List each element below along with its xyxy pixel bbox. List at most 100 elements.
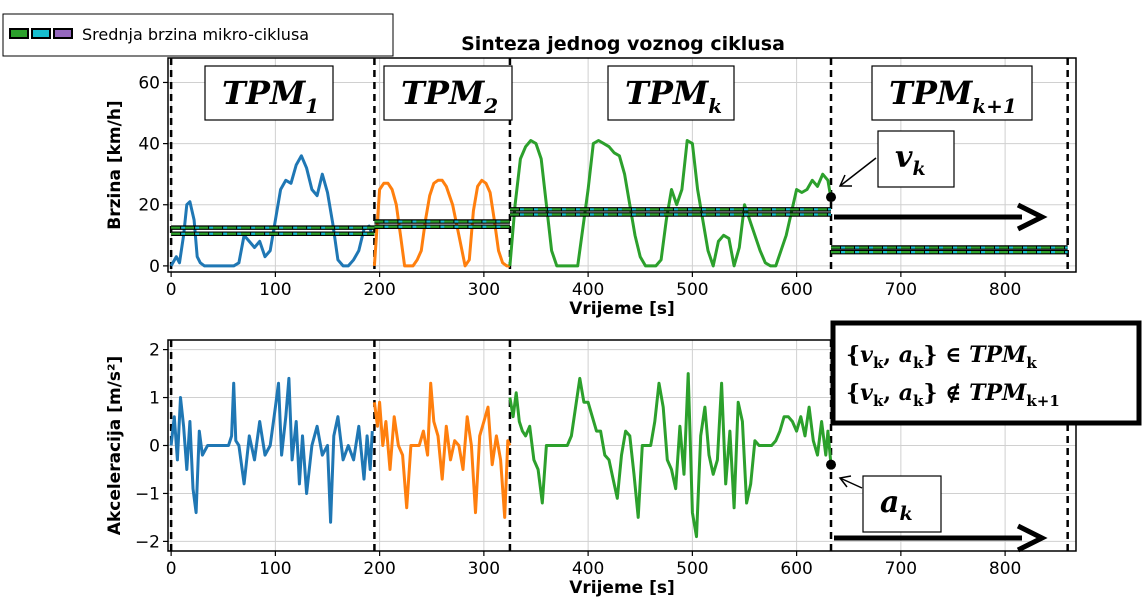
y-tick-label: 40 — [138, 135, 160, 155]
ak-label-box — [862, 475, 942, 533]
x-tick-label: 700 — [885, 559, 917, 579]
vk-pointer — [839, 157, 877, 187]
segment-label-base: TPM — [222, 74, 307, 112]
vk-label-box — [877, 130, 955, 188]
marker-point — [826, 459, 837, 470]
chart-title: Sinteza jednog voznog ciklusa — [461, 33, 785, 55]
segment-label: TPMk — [625, 74, 722, 118]
membership-part-base: TPM — [969, 380, 1027, 406]
segment-label: TPM2 — [401, 74, 498, 118]
x-tick-label: 100 — [259, 559, 291, 579]
y-tick-label: 2 — [149, 341, 160, 361]
membership-part-a_sub: k — [913, 354, 924, 372]
x-tick-label: 0 — [166, 559, 177, 579]
membership-part-v: v — [860, 380, 873, 406]
membership-part-a: a — [899, 342, 913, 368]
segment-label-base: TPM — [625, 74, 710, 112]
vk-label-subscript: k — [912, 158, 925, 180]
y-tick-label: 0 — [149, 257, 160, 277]
segment-label-subscript: 2 — [483, 94, 498, 118]
legend-swatch-cyan — [31, 28, 51, 39]
x-axis-title: Vrijeme [s] — [569, 578, 675, 598]
acceleration-arrow-head — [1016, 523, 1048, 553]
x-tick-label: 400 — [572, 559, 604, 579]
membership-line1: {vk, ak} ∈ TPMk — [846, 342, 1037, 372]
membership-part-sub: k+1 — [1026, 392, 1059, 410]
segment-label: TPM1 — [222, 74, 319, 118]
x-tick-label: 500 — [676, 280, 708, 300]
series-line-1 — [372, 178, 510, 268]
membership-part-close: } — [923, 380, 937, 406]
membership-part-sub: k — [1026, 354, 1037, 372]
y-axis-title: Akceleracija [m/s²] — [105, 356, 125, 535]
y-tick-label: 1 — [149, 389, 160, 409]
x-tick-label: 800 — [989, 280, 1021, 300]
x-tick-label: 200 — [363, 280, 395, 300]
segment-label-subscript: k — [708, 94, 722, 118]
plot-frame — [167, 57, 1077, 273]
series-line-0 — [169, 376, 374, 524]
y-tick-label: −1 — [135, 484, 160, 504]
ak-label: ak — [880, 485, 913, 525]
segment-label-box — [383, 65, 513, 121]
legend-label: Srednja brzina mikro-ciklusa — [82, 25, 309, 44]
x-tick-label: 500 — [676, 559, 708, 579]
legend: Srednja brzina mikro-ciklusa — [2, 13, 394, 57]
x-tick-label: 800 — [989, 559, 1021, 579]
ak-pointer-head — [838, 475, 852, 488]
x-tick-label: 300 — [468, 559, 500, 579]
y-tick-label: −2 — [135, 532, 160, 552]
segment-label-subscript: 1 — [305, 94, 319, 118]
segment-label-box — [204, 65, 334, 121]
membership-part-a: a — [899, 380, 913, 406]
x-tick-label: 400 — [572, 280, 604, 300]
ak-label-subscript: k — [899, 503, 912, 525]
vk-label: vk — [895, 140, 926, 180]
membership-part-v_sub: k — [873, 392, 884, 410]
segment-label-box — [871, 65, 1033, 121]
legend-swatch-purple — [53, 28, 73, 39]
series-line-1 — [372, 381, 512, 519]
membership-part-comma: , — [883, 342, 898, 368]
y-axis-title: Brzina [km/h] — [105, 100, 125, 229]
y-tick-label: 20 — [138, 196, 160, 216]
membership-part-op: ∈ — [938, 342, 970, 368]
series-line-2 — [508, 139, 833, 268]
membership-part-a_sub: k — [913, 392, 924, 410]
membership-line2: {vk, ak} ∉ TPMk+1 — [846, 380, 1060, 410]
x-axis-title: Vrijeme [s] — [569, 299, 675, 319]
y-tick-label: 0 — [149, 437, 160, 457]
y-tick-label: 60 — [138, 73, 160, 93]
ak-pointer — [839, 477, 863, 489]
segment-label-base: TPM — [889, 74, 974, 112]
series-line-2 — [508, 372, 833, 539]
x-tick-label: 700 — [885, 280, 917, 300]
marker-point — [826, 192, 837, 203]
ak-label-base: a — [880, 485, 899, 520]
vk-pointer-head — [838, 174, 852, 187]
x-tick-label: 0 — [166, 280, 177, 300]
segment-label: TPMk+1 — [889, 74, 1017, 118]
x-tick-label: 100 — [259, 280, 291, 300]
segment-label-base: TPM — [401, 74, 486, 112]
membership-part-v_sub: k — [873, 354, 884, 372]
membership-part-open: { — [846, 342, 860, 368]
membership-box — [830, 320, 1142, 426]
series-line-0 — [169, 154, 374, 268]
x-tick-label: 600 — [780, 280, 812, 300]
vk-label-base: v — [895, 140, 913, 175]
legend-swatch-green — [9, 28, 29, 39]
x-tick-label: 200 — [363, 559, 395, 579]
x-tick-label: 600 — [780, 559, 812, 579]
membership-part-close: } — [923, 342, 937, 368]
membership-part-comma: , — [883, 380, 898, 406]
segment-label-subscript: k+1 — [972, 94, 1017, 118]
membership-part-v: v — [860, 342, 873, 368]
x-tick-label: 300 — [468, 280, 500, 300]
speed-arrow-head — [1016, 202, 1048, 232]
membership-part-open: { — [846, 380, 860, 406]
segment-label-box — [607, 65, 735, 121]
membership-part-op: ∉ — [938, 380, 970, 406]
